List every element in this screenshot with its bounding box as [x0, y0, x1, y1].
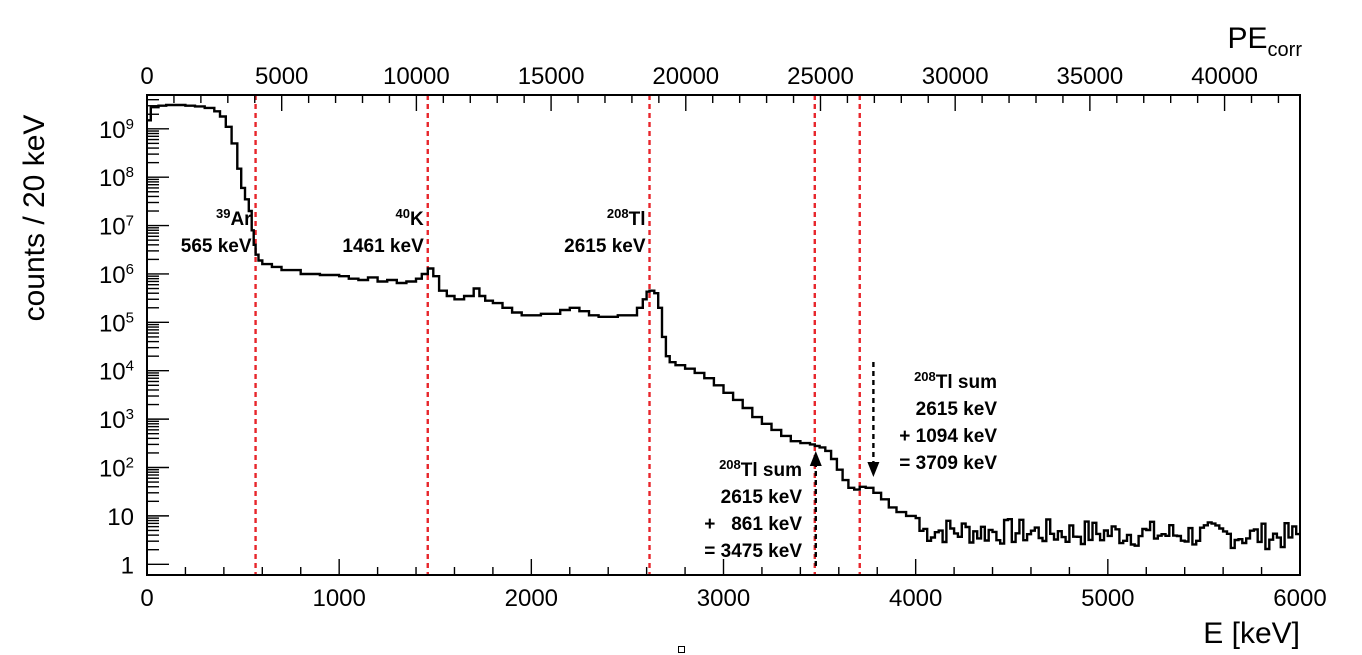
sum-peak-line: + 861 keV: [704, 514, 802, 535]
sum-peak-line: = 3475 keV: [704, 541, 802, 562]
sum-peak-line: + 1094 keV: [899, 426, 997, 447]
y-tick-label: 105: [99, 309, 134, 337]
peak-label-energy: 565 keV: [181, 236, 252, 257]
reference-lines: [254, 95, 861, 575]
y-tick-label: 102: [99, 455, 134, 483]
peak-label-isotope: 208Tl: [607, 206, 646, 230]
y-tick-label: 108: [99, 164, 134, 192]
y-tick-label: 109: [99, 116, 134, 144]
x-tick-label: 3000: [697, 585, 750, 612]
top-tick-label: 20000: [652, 63, 719, 90]
tick-labels: 0 1000 2000 3000 4000 5000 6000 0 5000 10000 15000…: [99, 63, 1327, 612]
plot-frame: [146, 94, 1301, 576]
top-tick-label: 35000: [1056, 63, 1123, 90]
marker-box: [678, 646, 685, 653]
x-tick-label: 4000: [889, 585, 942, 612]
top-tick-label: 15000: [518, 63, 585, 90]
axis-ticks: [146, 94, 1301, 575]
x-tick-label: 2000: [505, 585, 558, 612]
top-tick-label: 10000: [383, 63, 450, 90]
top-tick-label: 40000: [1191, 63, 1258, 90]
sum-peak-title: 208Tl sum: [914, 369, 997, 393]
y-tick-label: 103: [99, 406, 134, 434]
peak-label-energy: 1461 keV: [342, 236, 424, 257]
sum-peak-title: 208Tl sum: [719, 457, 802, 481]
arrow-head: [809, 451, 822, 466]
top-tick-label: 5000: [255, 63, 308, 90]
x-axis-title: E [keV]: [1203, 617, 1300, 650]
spectrum-histogram: [147, 103, 1300, 551]
peak-label-isotope: 40K: [396, 206, 424, 230]
y-tick-label: 107: [99, 213, 134, 241]
x-tick-label: 6000: [1273, 585, 1326, 612]
x-tick-label: 1000: [312, 585, 365, 612]
top-tick-label: 25000: [787, 63, 854, 90]
sum-peak-line: 2615 keV: [916, 399, 998, 420]
y-tick-label: 104: [99, 358, 134, 386]
sum-peak-line: 2615 keV: [721, 487, 803, 508]
peak-label-energy: 2615 keV: [564, 236, 646, 257]
x-tick-label: 5000: [1081, 585, 1134, 612]
y-tick-label: 10: [107, 504, 134, 531]
sum-peak-line: = 3709 keV: [899, 453, 997, 474]
peak-annotations: 39Ar 565 keV 40K 1461 keV 208Tl 2615 keV 208Tl…: [181, 206, 998, 562]
y-tick-label: 1: [121, 552, 134, 579]
peak-label-isotope: 39Ar: [216, 206, 252, 230]
x-tick-label: 0: [140, 585, 153, 612]
y-axis-title: counts / 20 keV: [18, 115, 51, 322]
arrow-head: [867, 462, 880, 477]
top-axis-title: PEcorr: [1228, 22, 1303, 61]
top-tick-label: 0: [140, 63, 153, 90]
top-tick-label: 30000: [922, 63, 989, 90]
y-tick-label: 106: [99, 261, 134, 289]
sum-peak-arrows: [809, 362, 880, 566]
